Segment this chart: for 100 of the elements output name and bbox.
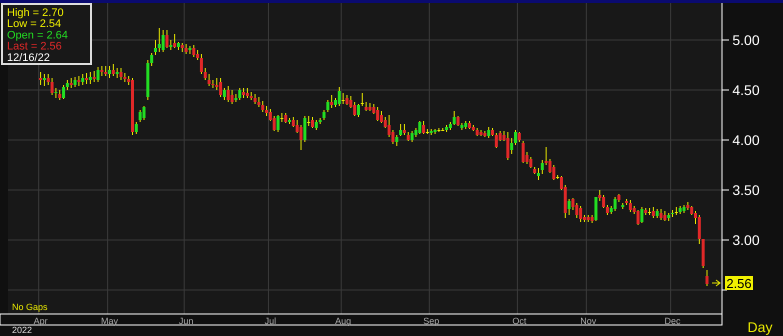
candlestick <box>494 132 498 148</box>
candlestick <box>42 74 46 86</box>
x-tick-label: Oct <box>512 316 527 326</box>
candlestick <box>46 74 50 86</box>
candlestick <box>395 134 398 146</box>
annotation: Last = 2.56 <box>7 40 62 53</box>
candlestick <box>606 204 609 216</box>
candlestick <box>242 88 246 98</box>
candlestick <box>307 116 310 126</box>
candlestick <box>510 138 514 154</box>
x-tick-label: Sep <box>423 316 440 326</box>
candlestick <box>142 106 146 120</box>
candlestick <box>706 270 708 286</box>
annotation: High = 2.70 <box>7 7 64 19</box>
candlestick <box>104 66 108 76</box>
candlestick <box>422 120 426 134</box>
candlestick <box>230 90 234 104</box>
candlestick <box>77 76 80 86</box>
x-tick-label: Dec <box>664 316 682 326</box>
text: 2022 <box>12 325 32 335</box>
candlestick <box>158 28 161 52</box>
candlestick <box>342 92 345 104</box>
candlestick <box>254 94 257 104</box>
candlestick <box>74 76 77 88</box>
candlestick <box>487 126 490 138</box>
candlestick <box>522 140 525 164</box>
candlestick <box>54 88 58 98</box>
candlestick <box>192 44 196 58</box>
annotation: 12/16/22 <box>7 52 50 64</box>
candlestick <box>70 78 73 88</box>
candlestick <box>112 64 115 76</box>
candlestick <box>311 116 314 128</box>
y-tick-label: 3.00 <box>732 232 760 248</box>
candlestick <box>506 132 510 160</box>
candlestick <box>663 210 666 222</box>
candlestick <box>88 72 92 84</box>
candlestick <box>518 132 521 142</box>
candlestick <box>246 88 249 98</box>
candlestick <box>399 124 402 136</box>
candlestick <box>62 84 66 100</box>
candlestick <box>96 66 100 82</box>
candlestick <box>238 88 242 100</box>
candlestick <box>410 130 414 142</box>
x-tick-label: Apr <box>34 316 48 326</box>
candlestick <box>314 120 318 130</box>
candlestick <box>108 66 112 78</box>
candlestick <box>50 78 54 96</box>
candlestick <box>184 44 188 54</box>
candlestick <box>614 196 617 212</box>
candlestick <box>85 72 88 84</box>
candlestick <box>628 200 632 212</box>
candlestick <box>226 86 230 102</box>
annotation: Open = 2.64 <box>7 29 68 42</box>
candlestick <box>173 34 176 48</box>
candlestick <box>169 40 172 50</box>
candlestick <box>568 198 571 216</box>
x-tick-label: Aug <box>335 316 352 326</box>
annotation: No Gaps <box>12 302 48 312</box>
candlestick <box>322 110 326 120</box>
candlestick <box>58 90 62 100</box>
candlestick <box>376 106 380 122</box>
candlestick <box>200 54 203 74</box>
candlestick <box>222 88 226 100</box>
text: Day <box>748 319 772 335</box>
candlestick <box>120 68 123 80</box>
text: 2.56 <box>726 276 752 291</box>
candlestick <box>261 100 264 112</box>
candlestick <box>660 208 663 220</box>
candlestick <box>265 106 268 116</box>
candlestick <box>529 156 532 168</box>
x-tick-label: May <box>101 316 119 326</box>
x-tick-label: Jul <box>264 316 276 326</box>
y-tick-label: 4.00 <box>732 132 760 148</box>
y-tick-label: 3.50 <box>732 182 760 198</box>
candlestick <box>380 110 383 124</box>
candlestick <box>636 210 640 226</box>
candlestick <box>303 116 306 142</box>
candlestick <box>640 206 644 224</box>
candlestick <box>338 86 341 106</box>
candlestick <box>66 80 69 90</box>
candlestick <box>594 196 598 222</box>
candlestick <box>579 206 582 222</box>
x-tick-label: Jun <box>178 316 194 326</box>
candlestick <box>552 164 556 180</box>
x-tick-label: Nov <box>580 316 597 326</box>
candlestick <box>134 122 138 134</box>
candlestick <box>81 74 84 86</box>
candlestick <box>154 40 157 56</box>
candlestick <box>575 202 578 218</box>
candlestick <box>162 30 165 52</box>
candlestick <box>100 66 104 76</box>
y-tick-label: 5.00 <box>732 32 760 48</box>
candlestick <box>138 110 142 122</box>
candlestick <box>165 30 168 48</box>
candlestick <box>514 130 517 146</box>
candlestick <box>284 112 288 124</box>
candlestick <box>330 94 334 108</box>
candlestick <box>418 120 422 134</box>
candlestick <box>536 168 540 180</box>
candlestick <box>356 104 360 118</box>
